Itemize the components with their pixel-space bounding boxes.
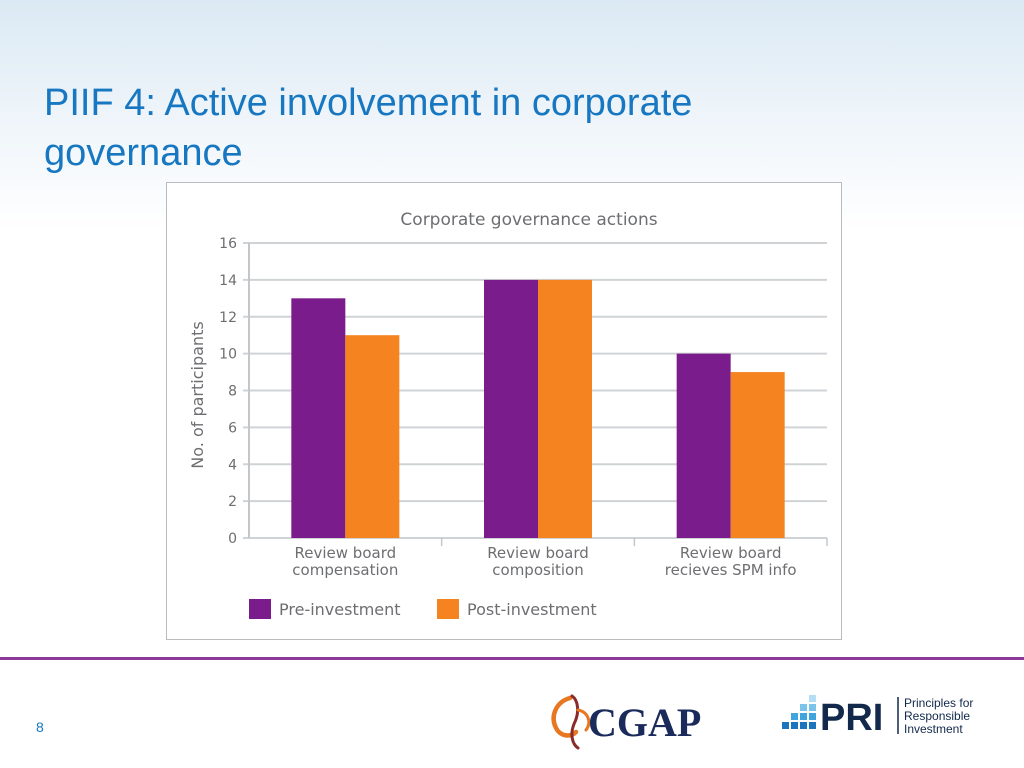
x-tick-label-line: composition — [492, 561, 583, 579]
pri-tagline-line-1: Principles for — [904, 696, 973, 710]
x-tick-label-line: recieves SPM info — [665, 561, 797, 579]
legend-label: Post-investment — [467, 600, 597, 619]
bar-post-investment-0 — [345, 335, 400, 538]
y-tick-label: 0 — [228, 531, 237, 547]
page-number: 8 — [36, 719, 44, 735]
slide-title-line-2: governance — [44, 132, 243, 174]
svg-text:Principles for Responsible: Principles for Responsible Investment — [904, 696, 977, 736]
pri-tagline-line-2: Responsible — [904, 709, 970, 723]
legend: Pre-investment Post-investment — [249, 599, 597, 619]
y-tick-label: 6 — [228, 420, 237, 436]
bar-pre-investment-0 — [291, 298, 346, 538]
pri-tagline-line-3: Investment — [904, 722, 963, 736]
chart-frame: Corporate governance actions No. of part… — [166, 182, 842, 640]
y-tick-label: 16 — [219, 236, 237, 252]
x-tick-label: Review board compensation — [292, 544, 398, 579]
bar-post-investment-1 — [538, 279, 592, 538]
bar-post-investment-2 — [730, 372, 785, 538]
x-tick-label: Review board composition — [487, 544, 589, 579]
cgap-logo: CGAP — [551, 694, 701, 750]
slide-title: PIIF 4: Active involvement in corporate … — [44, 78, 944, 178]
y-axis-label: No. of participants — [188, 321, 207, 468]
bar-pre-investment-1 — [484, 279, 538, 538]
y-tick-labels: 0 2 4 6 8 10 12 14 16 — [219, 236, 237, 547]
bar-pre-investment-2 — [676, 353, 731, 538]
cgap-emblem-icon — [551, 694, 591, 750]
pri-wordmark: PRI — [820, 697, 883, 739]
legend-swatch — [249, 599, 271, 619]
x-tick-label-line: Review board — [487, 544, 589, 562]
chart-title: Corporate governance actions — [400, 210, 657, 230]
x-tick-label-line: compensation — [292, 561, 398, 579]
x-tick-label: Review board recieves SPM info — [665, 544, 797, 579]
pri-bars-icon — [782, 695, 816, 729]
legend-label: Pre-investment — [279, 600, 401, 619]
legend-swatch — [437, 599, 459, 619]
y-tick-label: 12 — [219, 310, 237, 326]
y-tick-label: 8 — [228, 384, 237, 400]
pri-logo: PRI Principles for Responsible Investmen… — [782, 695, 977, 739]
slide-title-line-1: PIIF 4: Active involvement in corporate — [44, 82, 693, 124]
y-tick-label: 14 — [219, 273, 237, 289]
bar-chart: Corporate governance actions No. of part… — [188, 210, 828, 619]
y-tick-label: 4 — [228, 457, 237, 473]
bars — [291, 279, 785, 538]
x-tick-label-line: Review board — [295, 544, 397, 562]
footer-divider — [0, 657, 1024, 660]
cgap-wordmark: CGAP — [588, 700, 701, 745]
x-tick-label-line: Review board — [680, 544, 782, 562]
y-tick-label: 10 — [219, 347, 237, 363]
y-tick-label: 2 — [228, 494, 237, 510]
